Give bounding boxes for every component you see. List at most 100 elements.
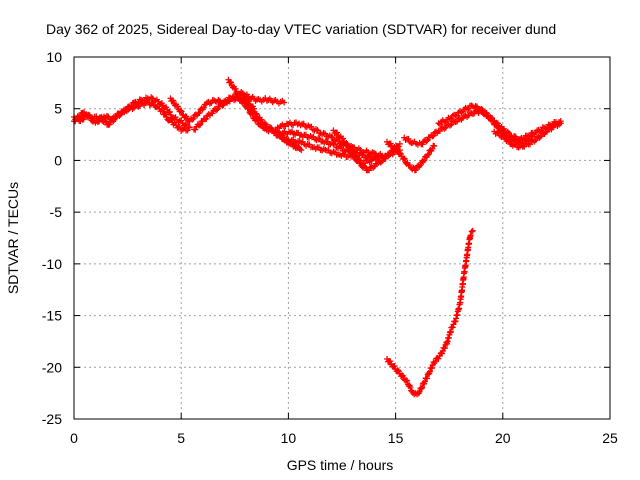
data-point [488, 114, 495, 121]
data-point [430, 132, 437, 139]
data-point [186, 124, 193, 131]
data-point [258, 116, 265, 123]
data-point [329, 134, 336, 141]
data-point [400, 155, 407, 162]
data-point [468, 228, 475, 235]
data-point [349, 148, 356, 155]
data-point [487, 114, 494, 121]
data-point [418, 385, 425, 392]
data-point [396, 140, 403, 147]
data-point [505, 129, 512, 136]
data-point [75, 114, 82, 121]
data-point [298, 147, 305, 154]
data-point [203, 115, 210, 122]
data-point [366, 167, 373, 174]
data-point [467, 232, 474, 239]
data-point [406, 162, 413, 169]
x-tick-label: 25 [602, 430, 618, 446]
data-point [424, 137, 431, 144]
data-point [245, 98, 252, 105]
data-point [404, 377, 411, 384]
data-point [106, 121, 113, 128]
data-point [122, 107, 129, 114]
data-point [362, 164, 369, 171]
data-point [431, 142, 438, 149]
data-point [400, 372, 407, 379]
x-axis-title: GPS time / hours [287, 457, 394, 473]
plot-frame [73, 56, 611, 420]
data-track [71, 94, 193, 131]
data-point [200, 104, 207, 111]
data-point [501, 133, 508, 140]
data-point [343, 140, 350, 147]
data-point [197, 121, 204, 128]
data-point [504, 136, 511, 143]
data-point [228, 79, 235, 86]
data-point [240, 91, 247, 98]
y-tick-label: -10 [42, 256, 62, 272]
data-point [557, 120, 564, 127]
data-point [213, 107, 220, 114]
data-point [170, 97, 177, 104]
data-point [424, 152, 431, 159]
data-point [195, 122, 202, 129]
data-point [421, 157, 428, 164]
chart-title: Day 362 of 2025, Sidereal Day-to-day VTE… [46, 21, 556, 37]
y-tick-label: 10 [46, 49, 62, 65]
data-point [174, 103, 181, 110]
data-point [353, 154, 360, 161]
data-point [178, 108, 185, 115]
data-point [361, 162, 368, 169]
data-point [377, 159, 384, 166]
data-point [177, 107, 184, 114]
data-point [419, 384, 426, 391]
data-point [421, 378, 428, 385]
x-tick-label: 5 [177, 430, 185, 446]
data-track [491, 120, 564, 151]
data-point [394, 367, 401, 374]
data-point [166, 108, 173, 115]
data-point [349, 147, 356, 154]
data-point [123, 106, 130, 113]
data-point [443, 339, 450, 346]
data-point [116, 112, 123, 119]
data-point [387, 140, 394, 147]
data-point [214, 106, 221, 113]
data-point [432, 358, 439, 365]
data-point [441, 345, 448, 352]
data-point [97, 114, 104, 121]
data-point [505, 137, 512, 144]
data-point [209, 110, 216, 117]
data-point [536, 134, 543, 141]
x-tick-label: 0 [70, 430, 78, 446]
data-point [396, 150, 403, 156]
data-point [340, 135, 347, 142]
data-point [128, 102, 135, 109]
data-point [425, 151, 432, 158]
data-point [379, 158, 386, 165]
data-point [334, 129, 341, 136]
data-point [72, 118, 79, 125]
data-point [393, 145, 400, 152]
data-point [454, 112, 461, 119]
y-tick-label: -20 [42, 359, 62, 375]
grid [74, 57, 610, 419]
data-point [357, 160, 364, 167]
data-point [387, 151, 394, 158]
data-track [474, 105, 564, 143]
data-point [544, 128, 551, 135]
data-point [261, 120, 268, 127]
data-point [448, 115, 455, 122]
data-point [469, 227, 476, 234]
data-point [189, 116, 196, 123]
y-axis-title: SDTVAR / TECUs [5, 182, 21, 294]
y-tick-label: 0 [54, 152, 62, 168]
data-point [190, 115, 197, 122]
data-point [183, 113, 190, 120]
x-tick-label: 20 [495, 430, 511, 446]
data-point [405, 135, 412, 142]
data-point [101, 117, 108, 124]
data-point [458, 109, 465, 116]
